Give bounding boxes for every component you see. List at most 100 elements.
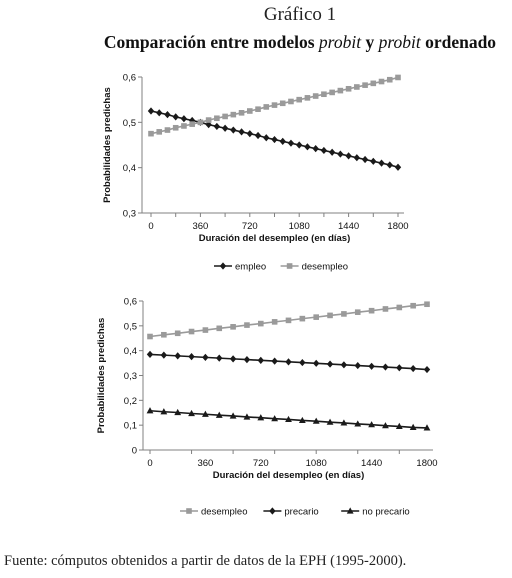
x-tick-label: 1440 (338, 221, 359, 232)
data-point-desempleo (368, 307, 375, 314)
data-point-empleo (213, 122, 221, 131)
data-point-desempleo (222, 113, 228, 120)
data-point-no-precario (229, 412, 237, 419)
data-point-precario (188, 353, 195, 361)
data-point-desempleo (341, 311, 347, 317)
data-point-empleo (230, 126, 237, 134)
y-axis-label: Probabilidades predichas (102, 87, 113, 203)
y-tick-label: 0,5 (123, 118, 136, 129)
x-tick-label: 1800 (387, 221, 408, 232)
data-point-empleo (345, 152, 352, 160)
source-note: Fuente: cómputos obtenidos a partir de d… (4, 553, 407, 569)
x-tick-label: 0 (148, 221, 153, 232)
legend-item-no-precario: no precario (341, 507, 410, 518)
title-part-2: y (361, 32, 379, 52)
data-point-empleo (296, 141, 303, 149)
data-point-desempleo (230, 111, 237, 118)
data-point-desempleo (299, 315, 306, 322)
data-point-desempleo (395, 74, 401, 81)
data-point-empleo (263, 134, 270, 142)
legend-item-desempleo: desempleo (280, 262, 348, 273)
data-point-empleo (205, 121, 212, 129)
data-point-desempleo (230, 324, 236, 330)
data-point-empleo (279, 137, 286, 145)
data-point-empleo (353, 154, 361, 162)
data-point-empleo (172, 113, 179, 121)
data-point-desempleo (247, 108, 253, 114)
data-point-desempleo (345, 85, 352, 92)
chart-empleo-desempleo: 0,3 0,4 0,5 0,6 0 360 720 1080 1440 1800 Duración … (102, 73, 409, 273)
data-point-desempleo (321, 91, 327, 98)
data-point-desempleo (255, 106, 261, 112)
legend-marker-empleo (219, 262, 227, 270)
data-point-desempleo (312, 93, 319, 99)
data-point-no-precario (423, 424, 431, 431)
data-point-desempleo (386, 76, 393, 83)
data-point-precario (326, 360, 334, 368)
data-point-desempleo (285, 317, 292, 324)
data-point-desempleo (424, 301, 430, 308)
data-point-desempleo (174, 330, 181, 337)
data-point-desempleo (172, 124, 179, 131)
x-axis-label: Duración del desempleo (en días) (213, 470, 365, 481)
legend-label-empleo: empleo (235, 262, 266, 273)
data-point-desempleo (258, 320, 264, 327)
data-point-desempleo (214, 115, 220, 122)
data-point-no-precario (271, 415, 279, 422)
data-point-desempleo (202, 327, 209, 333)
series-empleo (147, 107, 402, 171)
x-axis-label: Duración del desempleo (en días) (199, 233, 351, 244)
data-point-precario (174, 352, 181, 360)
data-point-empleo (337, 150, 344, 158)
y-tick-label: 0,4 (124, 346, 137, 357)
data-point-desempleo (263, 104, 270, 110)
data-point-precario (299, 358, 306, 367)
data-point-empleo (320, 146, 328, 155)
data-point-no-precario (326, 418, 334, 425)
data-point-desempleo (382, 306, 389, 312)
data-point-no-precario (174, 408, 182, 416)
title-italic-1: probit (318, 32, 362, 52)
data-point-desempleo (304, 95, 311, 101)
y-tick-label: 0,5 (124, 321, 137, 332)
data-point-no-precario (257, 414, 265, 421)
data-point-empleo (378, 159, 385, 167)
data-point-desempleo (354, 309, 361, 315)
legend-marker-desempleo (286, 263, 293, 269)
data-point-empleo (164, 111, 171, 119)
x-tick-label: 720 (242, 221, 258, 232)
legend-marker-no-precario (346, 507, 354, 514)
data-point-desempleo (238, 110, 245, 116)
data-point-desempleo (205, 117, 212, 123)
data-point-no-precario (368, 421, 375, 428)
data-point-empleo (312, 145, 319, 153)
data-point-desempleo (188, 328, 195, 335)
data-point-precario (354, 361, 361, 370)
data-point-desempleo (148, 130, 154, 137)
data-point-desempleo (189, 121, 195, 127)
y-tick-label: 0,6 (123, 73, 136, 84)
y-tick-label: 0,4 (123, 163, 136, 174)
legend-marker-desempleo (186, 508, 192, 514)
data-point-empleo (370, 157, 377, 165)
data-point-desempleo (271, 102, 278, 108)
data-point-no-precario (382, 422, 389, 429)
legend-item-desempleo: desempleo (180, 507, 247, 518)
series-precario (146, 350, 431, 374)
x-tick-label: 1800 (416, 458, 437, 469)
data-point-desempleo (164, 127, 171, 133)
data-point-desempleo (279, 100, 286, 107)
data-point-precario (271, 357, 278, 365)
data-point-desempleo (354, 84, 360, 90)
legend-label-desempleo: desempleo (302, 262, 348, 273)
data-point-empleo (394, 163, 402, 171)
series-desempleo (147, 301, 430, 340)
data-point-no-precario (354, 420, 362, 427)
y-tick-label: 0,6 (124, 297, 137, 308)
data-point-precario (340, 361, 348, 369)
y-tick-label: 0,3 (124, 371, 137, 382)
data-point-precario (229, 355, 237, 363)
data-point-precario (202, 353, 209, 361)
legend-label-precario: precario (284, 507, 318, 518)
data-point-precario (216, 354, 223, 362)
